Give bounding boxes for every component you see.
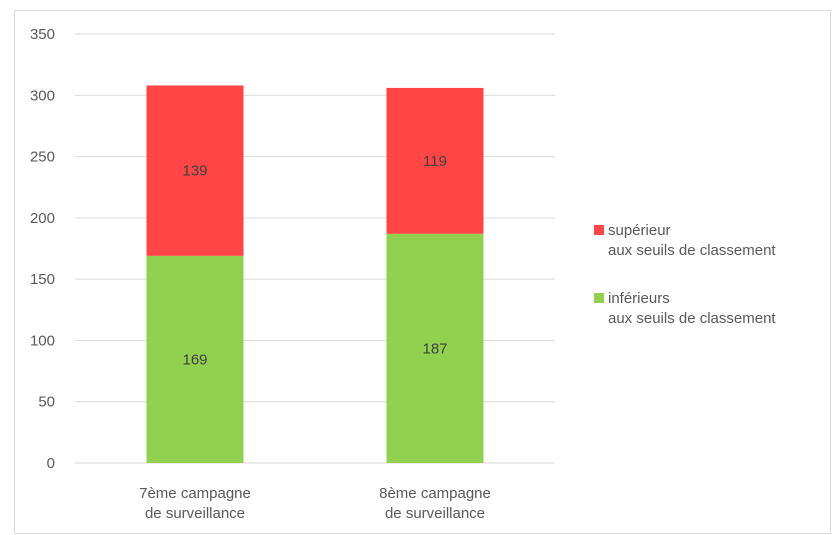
y-tick-label: 250 xyxy=(30,149,55,166)
y-tick-label: 350 xyxy=(30,26,55,43)
bar-segment xyxy=(146,85,244,256)
y-tick-label: 0 xyxy=(47,455,55,472)
x-tick-label: 7ème campagne de surveillance xyxy=(139,485,251,522)
y-tick-label: 50 xyxy=(38,394,55,411)
data-label: 119 xyxy=(423,153,447,170)
bar-segment xyxy=(386,233,484,463)
y-tick-label: 300 xyxy=(30,87,55,104)
y-tick-label: 150 xyxy=(30,271,55,288)
legend-swatch xyxy=(594,293,604,303)
legend-label: inférieurs aux seuils de classement xyxy=(608,290,776,327)
bar-segment xyxy=(146,255,244,463)
data-label: 187 xyxy=(422,340,447,357)
data-label: 169 xyxy=(182,351,207,368)
y-tick-label: 200 xyxy=(30,210,55,227)
legend-swatch xyxy=(594,225,604,235)
y-tick-label: 100 xyxy=(30,332,55,349)
bar-segment xyxy=(386,87,484,234)
legend-label: supérieur aux seuils de classement xyxy=(608,222,776,259)
x-tick-label: 8ème campagne de surveillance xyxy=(379,485,491,522)
data-label: 139 xyxy=(182,163,207,180)
